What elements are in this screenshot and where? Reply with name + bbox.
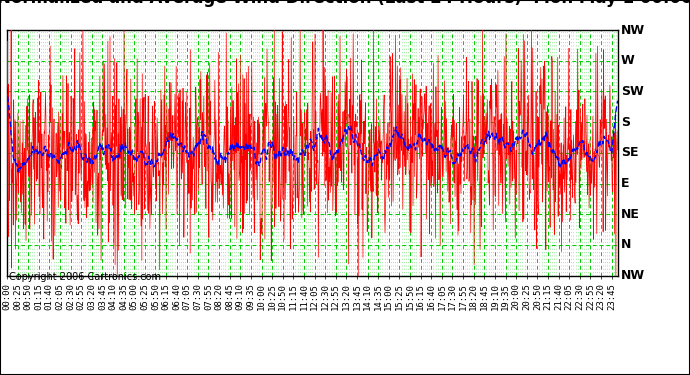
Text: NE: NE bbox=[621, 208, 640, 221]
Text: SE: SE bbox=[621, 146, 638, 159]
Text: S: S bbox=[621, 116, 630, 129]
Text: Normalized and Average Wind Direction (Last 24 Hours)  Mon May 1 00:00: Normalized and Average Wind Direction (L… bbox=[0, 0, 690, 8]
Text: E: E bbox=[621, 177, 629, 190]
Text: Copyright 2006 Cartronics.com: Copyright 2006 Cartronics.com bbox=[9, 272, 161, 282]
Text: NW: NW bbox=[621, 269, 645, 282]
Text: N: N bbox=[621, 238, 631, 251]
Text: W: W bbox=[621, 54, 635, 67]
Text: SW: SW bbox=[621, 85, 644, 98]
Text: NW: NW bbox=[621, 24, 645, 36]
